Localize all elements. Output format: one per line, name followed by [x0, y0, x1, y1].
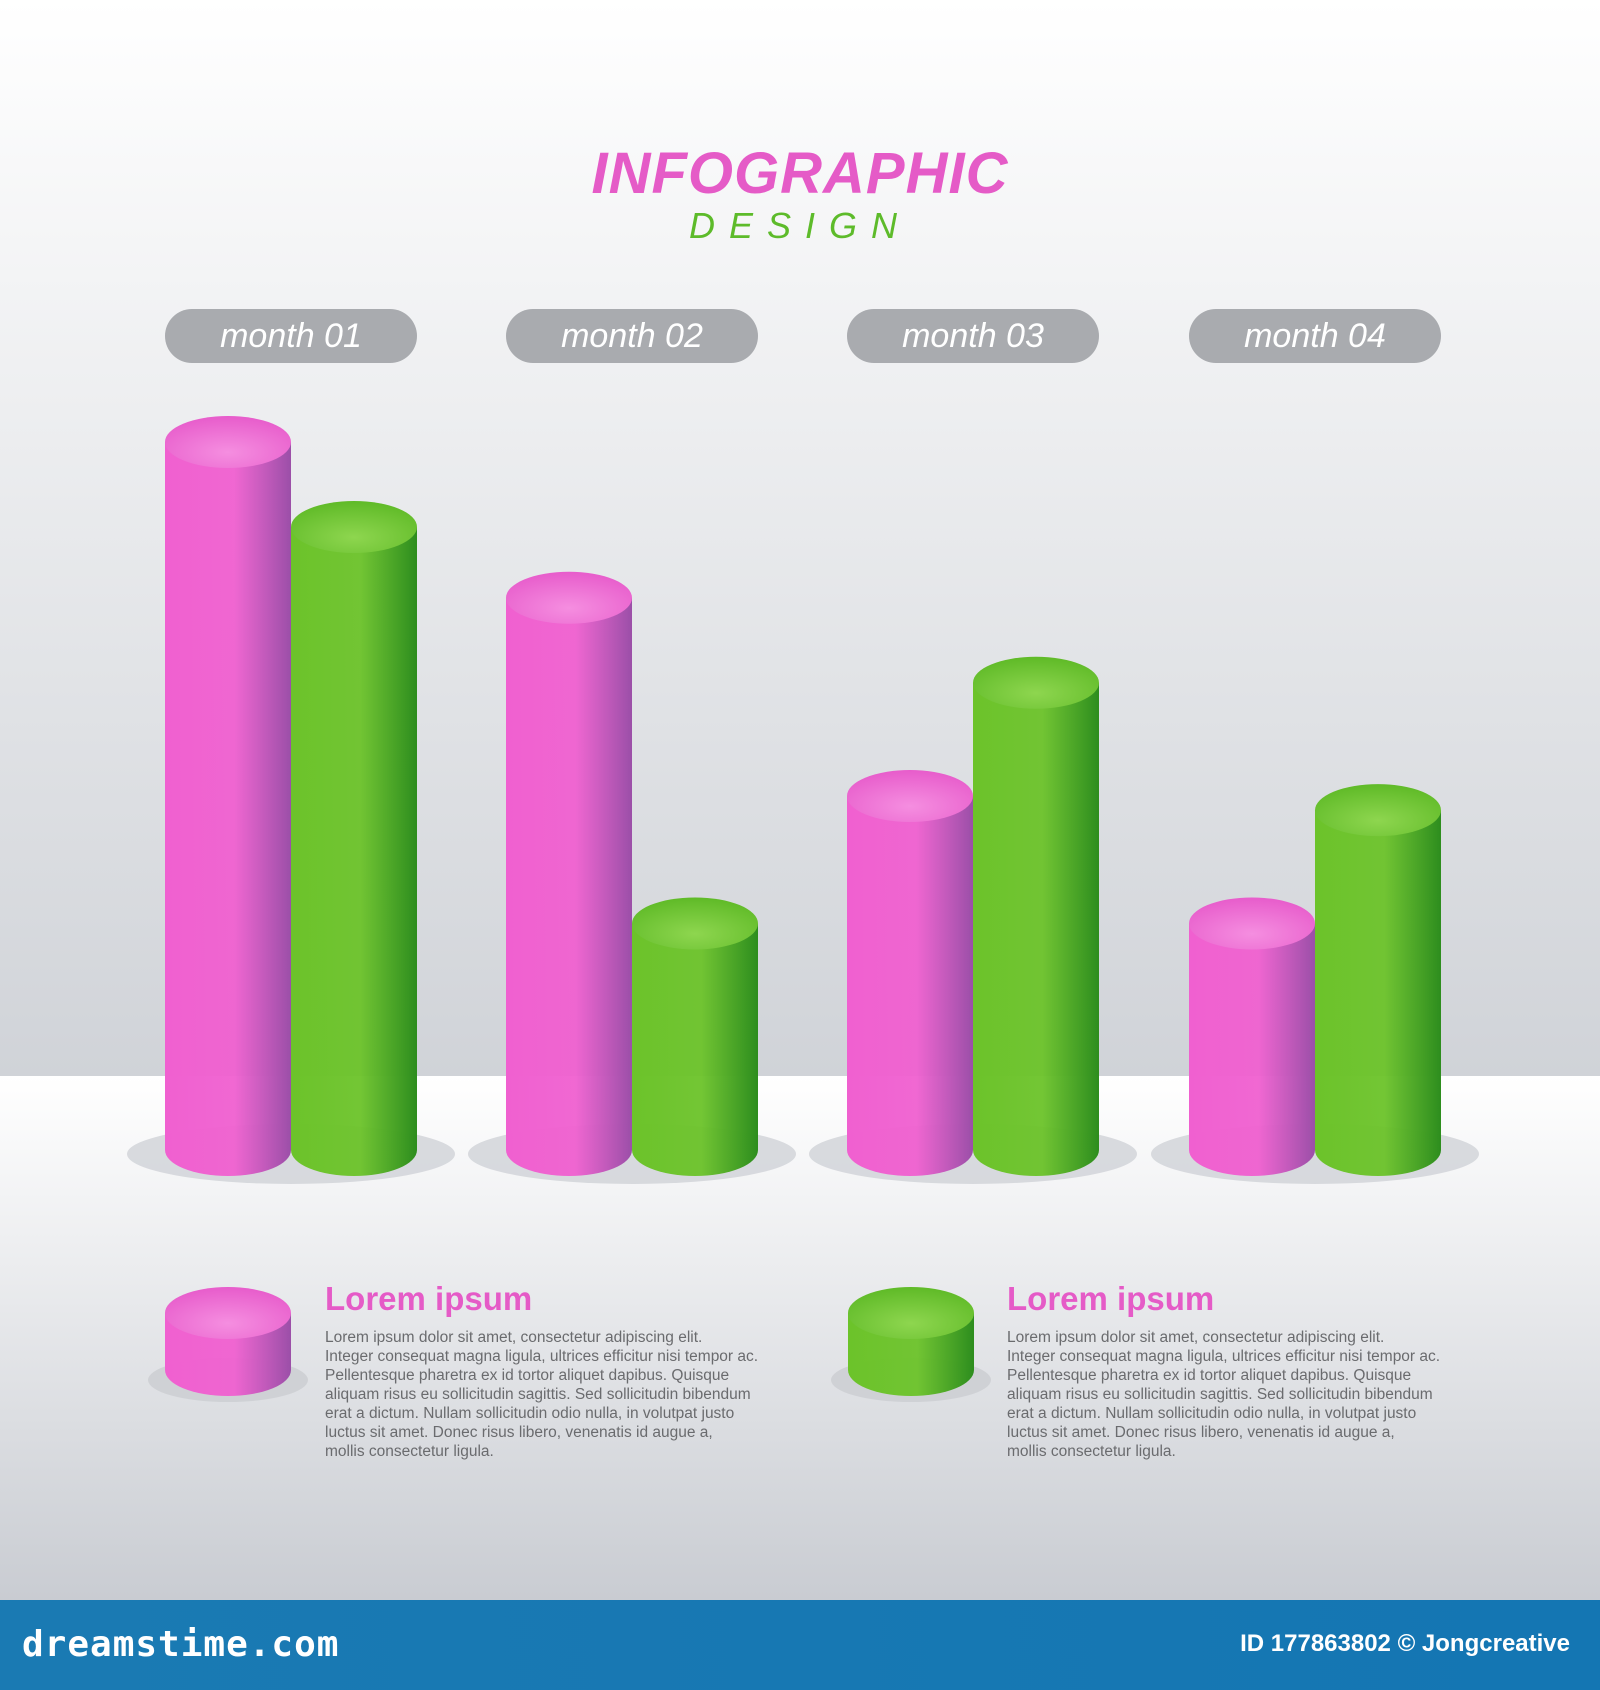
legend-line: Lorem ipsum dolor sit amet, consectetur …: [325, 1329, 703, 1346]
category-label: month 02: [506, 309, 758, 363]
category-label: month 04: [1189, 309, 1441, 363]
bar-body: [1189, 923, 1315, 1176]
legend-swatch-green: [848, 1287, 974, 1396]
bar-body: [165, 442, 291, 1176]
legend-line: aliquam risus eu sollicitudin sagittis. …: [1007, 1386, 1433, 1403]
legend-line: mollis consectetur ligula.: [325, 1443, 494, 1460]
bar-body: [847, 796, 973, 1176]
bar-body: [632, 923, 758, 1176]
bar-top: [632, 897, 758, 950]
legend-text: Lorem ipsum dolor sit amet, consectetur …: [1007, 1328, 1457, 1461]
bar-pink-1: [165, 416, 291, 1176]
bar-top: [291, 500, 417, 553]
category-label: month 01: [165, 309, 417, 363]
legend-line: Lorem ipsum dolor sit amet, consectetur …: [1007, 1329, 1385, 1346]
legend-line: aliquam risus eu sollicitudin sagittis. …: [325, 1386, 751, 1403]
footer-image-id: ID 177863802 © Jongcreative: [1240, 1630, 1570, 1657]
legend-block-pink: Lorem ipsum Lorem ipsum dolor sit amet, …: [325, 1280, 775, 1461]
legend-line: Pellentesque pharetra ex id tortor aliqu…: [325, 1367, 730, 1384]
bar-green-2: [632, 897, 758, 1176]
bar-top: [1315, 784, 1441, 837]
bar-top: [973, 656, 1099, 709]
bar-pink-4: [1189, 897, 1315, 1176]
bar-top: [506, 571, 632, 624]
bar-top: [1189, 897, 1315, 950]
legend-swatch-pink: [165, 1287, 291, 1396]
bar-green-3: [973, 656, 1099, 1176]
bar-pink-2: [506, 571, 632, 1176]
legend-text: Lorem ipsum dolor sit amet, consectetur …: [325, 1328, 775, 1461]
legend-line: erat a dictum. Nullam sollicitudin odio …: [1007, 1405, 1417, 1422]
bar-body: [973, 682, 1099, 1176]
legend-line: luctus sit amet. Donec risus libero, ven…: [325, 1424, 713, 1441]
legend-line: luctus sit amet. Donec risus libero, ven…: [1007, 1424, 1395, 1441]
bar-body: [506, 597, 632, 1176]
legend-block-green: Lorem ipsum Lorem ipsum dolor sit amet, …: [1007, 1280, 1457, 1461]
infographic-title: INFOGRAPHIC: [591, 141, 1009, 206]
legend-line: Integer consequat magna ligula, ultrices…: [1007, 1348, 1441, 1365]
infographic-subtitle: DESIGN: [688, 205, 912, 246]
bar-green-4: [1315, 784, 1441, 1176]
bar-green-1: [291, 500, 417, 1176]
legend-heading: Lorem ipsum: [1007, 1280, 1215, 1317]
bar-top: [847, 770, 973, 822]
legend-line: mollis consectetur ligula.: [1007, 1443, 1176, 1460]
legend-line: Pellentesque pharetra ex id tortor aliqu…: [1007, 1367, 1412, 1384]
bar-pink-3: [847, 770, 973, 1176]
bar-body: [1315, 810, 1441, 1176]
legend-heading: Lorem ipsum: [325, 1280, 533, 1317]
legend-line: Integer consequat magna ligula, ultrices…: [325, 1348, 759, 1365]
footer-bar: dreamstime.com ID 177863802 © Jongcreati…: [0, 1600, 1600, 1690]
category-label: month 03: [847, 309, 1099, 363]
bar-top: [165, 416, 291, 468]
legend-line: erat a dictum. Nullam sollicitudin odio …: [325, 1405, 735, 1422]
footer-logo: dreamstime.com: [22, 1624, 340, 1665]
bar-body: [291, 526, 417, 1176]
bar-chart: [127, 416, 1479, 1402]
